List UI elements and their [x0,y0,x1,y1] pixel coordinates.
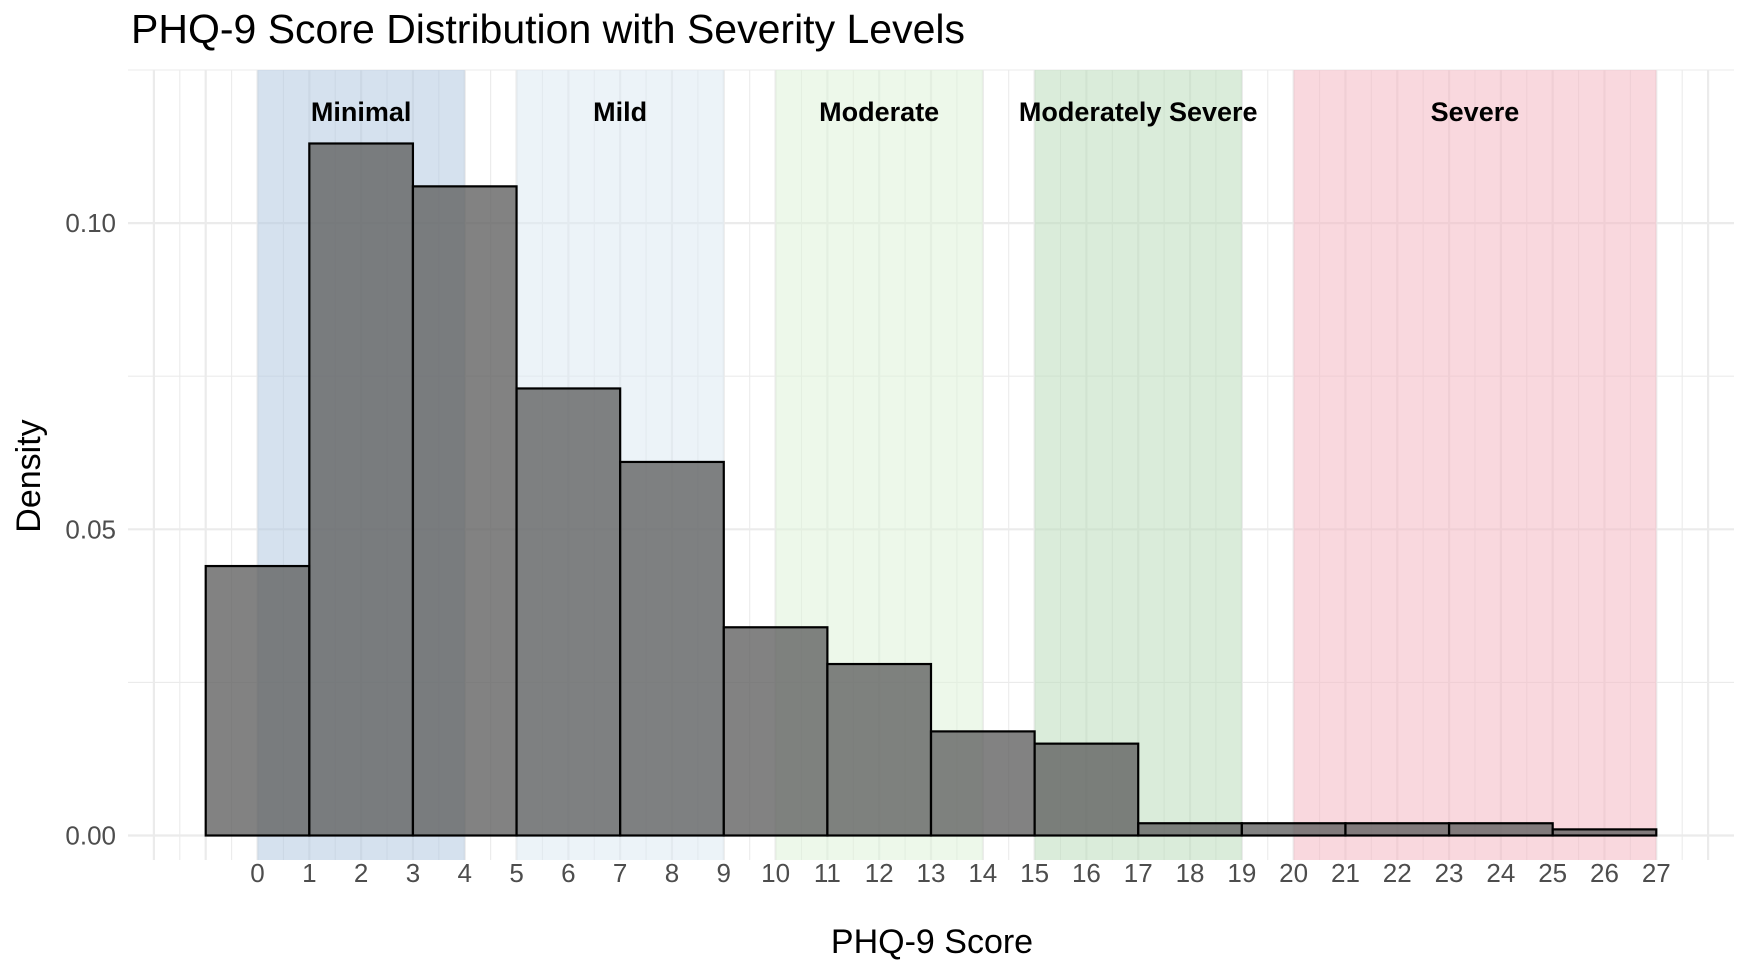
histogram-bar [1344,822,1451,837]
histogram-bar [411,185,518,837]
x-tick-label: 10 [761,858,790,888]
x-tick-label: 14 [968,858,997,888]
severity-band-label: Moderately Severe [1019,97,1258,127]
histogram-bar [1447,822,1554,837]
x-tick-label: 15 [1020,858,1049,888]
x-tick-label: 5 [509,858,523,888]
x-tick-label: 11 [814,858,841,888]
x-tick-label: 0 [250,858,264,888]
histogram-bar [1137,822,1243,837]
x-tick-label: 16 [1072,858,1101,888]
histogram-bar [204,564,311,837]
histogram-bar [619,460,725,837]
y-tick-label: 0.10 [65,208,116,238]
x-tick-labels: 0 1 2 3 4 5 6 7 8 9 10 11 12 13 14 15 16 17 18 19 20 21 22 23 24… [250,858,1670,888]
x-tick-label: 25 [1538,858,1567,888]
x-tick-label: 13 [917,858,946,888]
x-tick-label: 23 [1435,858,1464,888]
x-tick-label: 17 [1124,858,1153,888]
x-tick-label: 4 [458,858,472,888]
x-tick-label: 22 [1383,858,1412,888]
x-tick-label: 9 [717,858,731,888]
x-tick-label: 27 [1642,858,1671,888]
y-tick-label: 0.05 [65,514,116,544]
x-tick-label: 20 [1279,858,1308,888]
x-tick-label: 8 [665,858,679,888]
x-tick-label: 6 [561,858,575,888]
severity-band-label: Moderate [819,97,939,127]
histogram-bar [515,387,622,837]
severity-band-label: Severe [1431,97,1520,127]
x-tick-label: 7 [613,858,627,888]
histogram-bar [1240,822,1347,837]
x-axis-title: PHQ-9 Score [831,923,1033,961]
histogram-bar [1033,742,1140,837]
x-tick-label: 1 [302,858,316,888]
x-tick-label: 26 [1590,858,1619,888]
x-tick-label: 2 [354,858,368,888]
histogram-bar [1551,828,1658,837]
x-tick-label: 12 [865,858,894,888]
x-tick-label: 3 [406,858,420,888]
severity-band-labels: Minimal Mild Moderate Moderately Severe Seve… [311,97,1519,127]
histogram-bar [929,730,1036,837]
x-tick-label: 24 [1486,858,1515,888]
histogram-bar [722,626,829,837]
severity-band-label: Minimal [311,97,412,127]
x-tick-label: 19 [1227,858,1256,888]
severity-band-label: Mild [593,97,647,127]
y-tick-labels: 0.00 0.05 0.10 [65,208,116,850]
x-tick-label: 18 [1176,858,1205,888]
chart-title: PHQ-9 Score Distribution with Severity L… [131,6,965,52]
severity-band [1034,70,1242,860]
histogram-bars [204,142,1658,837]
severity-band [1293,70,1657,860]
y-tick-label: 0.00 [65,821,116,851]
histogram-bar [308,142,415,837]
x-tick-label: 21 [1331,858,1360,888]
histogram-bar [826,662,933,837]
y-axis-title: Density [10,419,48,532]
